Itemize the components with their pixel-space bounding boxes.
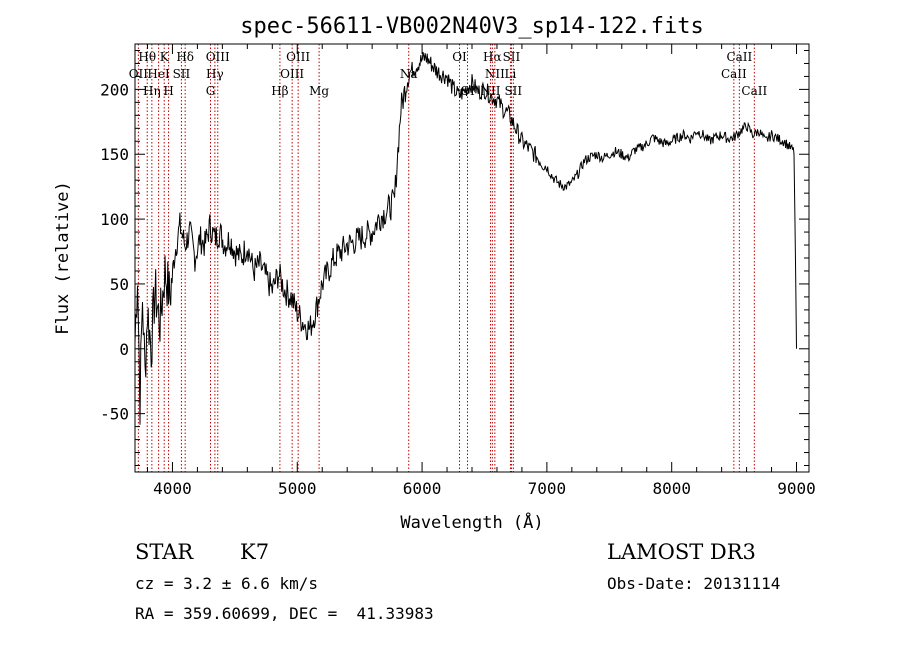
- line-marker-label: Li: [505, 67, 517, 81]
- line-marker-label: NII: [485, 67, 505, 81]
- spectrum-series: [135, 52, 797, 425]
- line-marker-label: OIII: [286, 50, 310, 64]
- line-marker-label: Hθ: [138, 50, 156, 64]
- y-axis: -50 0 50 100 150 200: [100, 50, 809, 465]
- y-tick-label: 0: [119, 340, 129, 359]
- x-tick-label: 7000: [528, 479, 567, 498]
- line-marker-label: OIII: [280, 67, 304, 81]
- redshift-text: cz = 3.2 ± 6.6 km/s: [135, 574, 318, 593]
- object-class: STAR: [135, 540, 193, 564]
- line-marker-label: OI: [452, 50, 467, 64]
- y-tick-label: 150: [100, 145, 129, 164]
- x-tick-label: 9000: [777, 479, 816, 498]
- line-marker-label: H: [163, 84, 173, 98]
- line-marker-label: Hη: [143, 84, 161, 98]
- line-marker-label: Hβ: [271, 84, 288, 98]
- line-marker-label: Mg: [309, 84, 329, 98]
- y-tick-label: 200: [100, 80, 129, 99]
- line-marker-label: SII: [503, 50, 521, 64]
- line-marker-label: SII: [173, 67, 191, 81]
- x-tick-label: 6000: [403, 479, 442, 498]
- ra-dec: RA = 359.60699, DEC = 41.33983: [135, 604, 434, 623]
- y-tick-label: 100: [100, 210, 129, 229]
- line-marker-label: SII: [504, 84, 522, 98]
- spectrum-line: [135, 52, 797, 425]
- x-axis-label: Wavelength (Å): [400, 511, 543, 533]
- line-marker-label: CaII: [721, 67, 747, 81]
- line-marker-label: Hα: [483, 50, 502, 64]
- obs-date: Obs-Date: 20131114: [607, 574, 780, 593]
- line-marker-label: OIII: [206, 50, 230, 64]
- line-marker-label: HeI: [147, 67, 170, 81]
- line-marker-label: OII: [129, 67, 149, 81]
- chart-title: spec-56611-VB002N40V3_sp14-122.fits: [240, 14, 704, 39]
- y-tick-label: 50: [110, 275, 129, 294]
- line-marker-label: Hγ: [206, 67, 224, 81]
- x-tick-label: 4000: [153, 479, 192, 498]
- line-marker-label: CaII: [726, 50, 752, 64]
- x-tick-label: 5000: [278, 479, 317, 498]
- y-axis-label: Flux (relative): [53, 181, 73, 335]
- line-marker-label: G: [206, 84, 216, 98]
- survey-name: LAMOST DR3: [607, 540, 756, 564]
- object-subclass: K7: [240, 540, 269, 564]
- x-tick-label: 8000: [652, 479, 691, 498]
- y-tick-label: -50: [100, 405, 129, 424]
- x-axis: 4000 5000 6000 7000 8000 9000: [147, 44, 815, 498]
- line-marker-label: CaII: [741, 84, 767, 98]
- line-marker-label: Hδ: [176, 50, 194, 64]
